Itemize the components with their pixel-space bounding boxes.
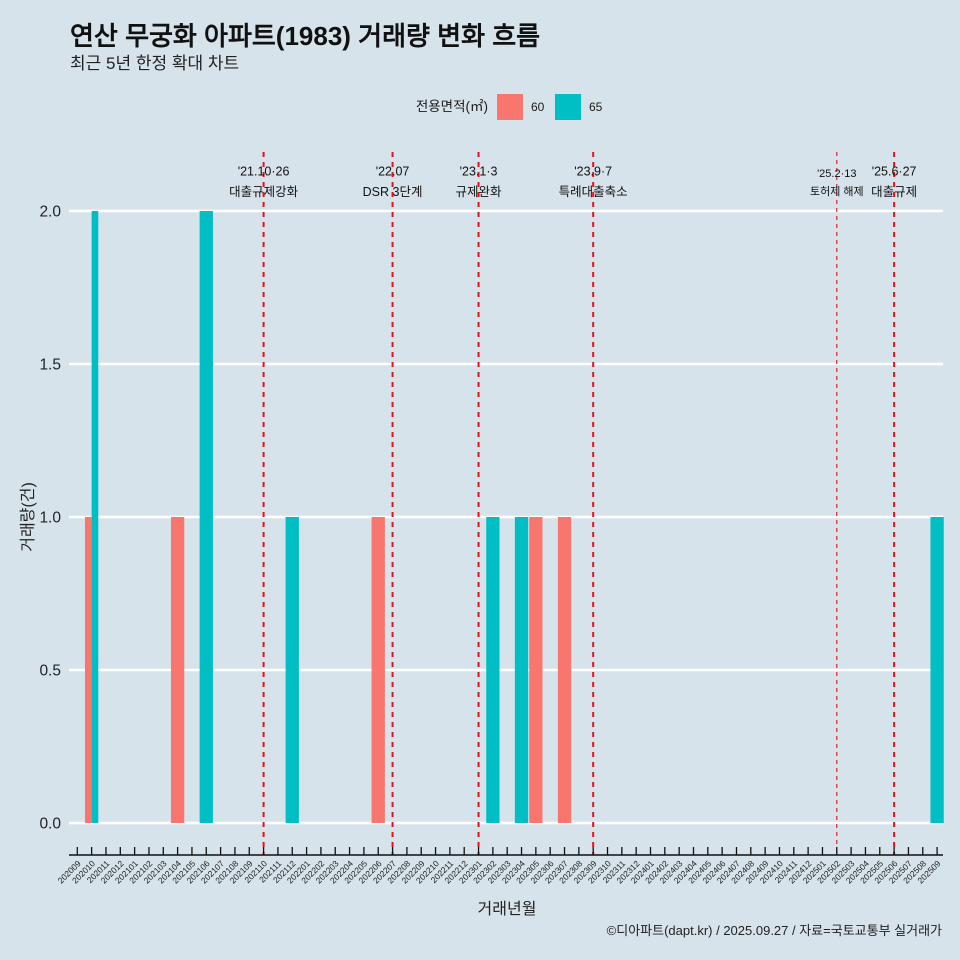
bar-65-202106	[199, 211, 213, 823]
event-date-label: '25.2·13	[817, 168, 856, 180]
event-annotations: '21.10·26 대출규제강화 '22.07 DSR 3단계 '23.1·3 규제완화 '…	[229, 165, 917, 200]
event-lines	[262, 152, 896, 855]
bars	[84, 211, 944, 823]
event-date-label: '22.07	[376, 165, 410, 179]
y-tick-label: 0.5	[39, 663, 61, 680]
legend-swatch-65	[555, 94, 581, 120]
y-tick-label: 1.5	[39, 357, 61, 374]
event-description-label: 대출규제	[871, 185, 917, 199]
bar-65-202112	[285, 517, 299, 823]
event-description-label: DSR 3단계	[363, 185, 423, 199]
y-tick-label: 1.0	[39, 510, 61, 527]
event-description-label: 토허제 해제	[810, 184, 864, 198]
legend-title: 전용면적(㎡)	[416, 99, 488, 114]
y-tick-label: 2.0	[39, 204, 61, 221]
legend: 전용면적(㎡) 60 65	[416, 94, 603, 120]
event-date-label: '23.9·7	[574, 165, 612, 179]
legend-item-60: 60	[497, 94, 545, 120]
bar-60-202206	[371, 517, 385, 823]
event-description-label: 규제완화	[456, 185, 503, 199]
bar-65-202302	[486, 517, 500, 823]
bar-65-202304	[514, 517, 529, 823]
chart-subtitle: 최근 5년 한정 확대 차트	[70, 54, 239, 73]
bar-60-202305	[529, 517, 543, 823]
bar-65-202010	[91, 211, 99, 823]
y-axis-tick-labels: 0.0 0.5 1.0 1.5 2.0	[39, 204, 61, 833]
x-axis-ticks	[76, 847, 938, 855]
event-date-label: '25.6·27	[872, 165, 917, 179]
legend-label-60: 60	[531, 100, 545, 114]
bar-60-202010	[84, 517, 92, 823]
legend-swatch-60	[497, 94, 523, 120]
x-axis-title: 거래년월	[478, 900, 537, 918]
y-axis-title: 거래량(건)	[19, 482, 37, 552]
legend-item-65: 65	[555, 94, 603, 120]
gridlines	[69, 209, 943, 825]
event-date-label: '23.1·3	[460, 165, 498, 179]
chart-title: 연산 무궁화 아파트(1983) 거래량 변화 흐름	[70, 21, 540, 51]
event-description-label: 대출규제강화	[229, 185, 299, 199]
event-date-label: '21.10·26	[238, 165, 290, 179]
bar-65-202509	[930, 517, 944, 823]
bar-60-202104	[170, 517, 185, 823]
y-tick-label: 0.0	[39, 816, 61, 833]
legend-label-65: 65	[589, 100, 603, 114]
bar-60-202307	[557, 517, 572, 823]
event-description-label: 특례대출축소	[559, 185, 628, 199]
caption: ©디아파트(dapt.kr) / 2025.09.27 / 자료=국토교통부 실…	[607, 923, 942, 938]
